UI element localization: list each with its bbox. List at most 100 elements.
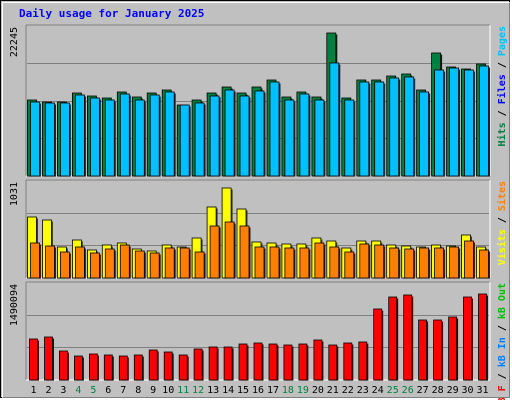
bar-kb-f-day-24: [373, 308, 383, 381]
bar-sites-day-10: [164, 247, 175, 279]
bar-files-day-11: [179, 104, 190, 177]
bar-files-day-24: [374, 81, 385, 177]
bar-kb-f-day-6: [103, 354, 113, 381]
legend-separator: /: [497, 56, 508, 74]
bar-files-day-7: [119, 93, 130, 177]
bar-files-day-26: [404, 76, 415, 177]
panel-kbytes-legend: kB F / kB In / kB Out: [497, 283, 508, 400]
bar-kb-f-day-16: [253, 342, 263, 381]
bar-sites-day-21: [329, 246, 340, 279]
bar-sites-day-30: [464, 240, 474, 279]
x-tick-label-day-5: 5: [90, 385, 96, 396]
bar-kb-f-day-4: [74, 355, 83, 381]
bar-sites-day-2: [45, 245, 55, 279]
bar-kb-f-day-15: [238, 343, 248, 381]
bar-kb-f-day-20: [313, 339, 323, 381]
legend-kb-out: kB Out: [497, 283, 508, 319]
bar-kb-f-day-5: [89, 353, 98, 381]
bar-files-day-20: [314, 99, 325, 177]
bar-kb-f-day-28: [433, 319, 443, 381]
legend-sites: Sites: [496, 181, 508, 211]
bar-files-day-25: [389, 77, 400, 177]
bar-kb-f-day-11: [178, 354, 188, 381]
bar-sites-day-13: [209, 225, 220, 279]
bar-kb-f-day-29: [448, 316, 458, 381]
bar-sites-day-26: [404, 248, 415, 279]
x-tick-label-day-10: 10: [162, 385, 174, 396]
bar-sites-day-27: [419, 247, 430, 279]
bar-kb-f-day-30: [463, 296, 472, 381]
bar-kb-f-day-25: [388, 296, 398, 381]
x-tick-label-day-9: 9: [150, 385, 156, 396]
bar-sites-day-25: [389, 247, 400, 279]
x-tick-label-day-19: 19: [297, 385, 309, 396]
bar-files-day-12: [194, 102, 205, 177]
bar-sites-day-22: [344, 251, 355, 279]
bar-sites-day-8: [134, 250, 145, 279]
bar-files-day-27: [419, 91, 430, 177]
x-tick-label-day-1: 1: [30, 385, 36, 396]
panel-hits_files_pages-legend: Hits / Files / Pages: [496, 26, 508, 146]
bar-sites-day-4: [75, 246, 85, 279]
bar-files-day-2: [45, 102, 55, 177]
legend-separator: /: [497, 211, 508, 229]
x-tick-label-day-14: 14: [222, 385, 234, 396]
bar-files-day-30: [464, 69, 474, 177]
bar-files-day-14: [224, 89, 235, 177]
bar-sites-day-15: [239, 225, 250, 279]
bar-files-day-31: [479, 65, 489, 177]
bar-kb-f-day-23: [358, 341, 368, 381]
panel-hits_files_pages-max-label: 22245: [9, 27, 20, 57]
x-tick-label-day-8: 8: [135, 385, 141, 396]
bar-sites-day-12: [194, 251, 205, 279]
legend-hits: Hits: [496, 122, 508, 146]
x-tick-label-day-3: 3: [60, 385, 66, 396]
x-tick-label-day-12: 12: [192, 385, 204, 396]
legend-separator: /: [497, 319, 508, 337]
x-tick-label-day-30: 30: [461, 385, 473, 396]
bar-files-day-19: [299, 93, 310, 177]
bar-kb-f-day-10: [163, 351, 173, 381]
bar-sites-day-23: [359, 243, 370, 279]
bar-files-day-17: [269, 81, 280, 177]
x-tick-label-day-11: 11: [177, 385, 189, 396]
x-tick-label-day-6: 6: [105, 385, 111, 396]
x-tick-label-day-22: 22: [342, 385, 354, 396]
x-tick-label-day-27: 27: [417, 385, 429, 396]
bar-sites-day-31: [479, 249, 489, 279]
x-tick-label-day-13: 13: [207, 385, 219, 396]
bar-files-day-21: [329, 62, 340, 177]
x-tick-label-day-28: 28: [432, 385, 444, 396]
bar-sites-day-29: [449, 246, 460, 279]
x-tick-label-day-17: 17: [267, 385, 279, 396]
bar-files-day-10: [164, 91, 175, 177]
x-tick-label-day-25: 25: [387, 385, 399, 396]
x-tick-label-day-29: 29: [447, 385, 459, 396]
bar-sites-day-20: [314, 242, 325, 279]
x-tick-label-day-16: 16: [252, 385, 264, 396]
bar-sites-day-3: [60, 251, 70, 279]
bar-kb-f-day-18: [283, 344, 293, 381]
panel-visits_sites-legend: Visits / Sites: [496, 181, 508, 265]
legend-kb-f: kB F: [497, 385, 508, 400]
bar-kb-f-day-31: [478, 293, 487, 381]
legend-files: Files: [496, 74, 508, 104]
bar-sites-day-6: [104, 248, 115, 279]
bar-sites-day-19: [299, 247, 310, 279]
bar-kb-f-day-19: [298, 343, 308, 381]
bar-kb-f-day-27: [418, 319, 428, 381]
bar-sites-day-11: [179, 247, 190, 279]
bar-kb-f-day-9: [148, 349, 158, 381]
bar-files-day-5: [90, 97, 100, 177]
bar-sites-day-28: [434, 247, 445, 279]
bar-files-day-3: [60, 102, 70, 177]
bar-kb-f-day-22: [343, 342, 353, 381]
bar-files-day-29: [449, 67, 460, 177]
x-tick-label-day-26: 26: [402, 385, 414, 396]
bar-files-day-28: [434, 69, 445, 177]
x-tick-label-day-31: 31: [476, 385, 488, 396]
bar-files-day-4: [75, 94, 85, 177]
bar-kb-f-day-7: [118, 355, 128, 381]
